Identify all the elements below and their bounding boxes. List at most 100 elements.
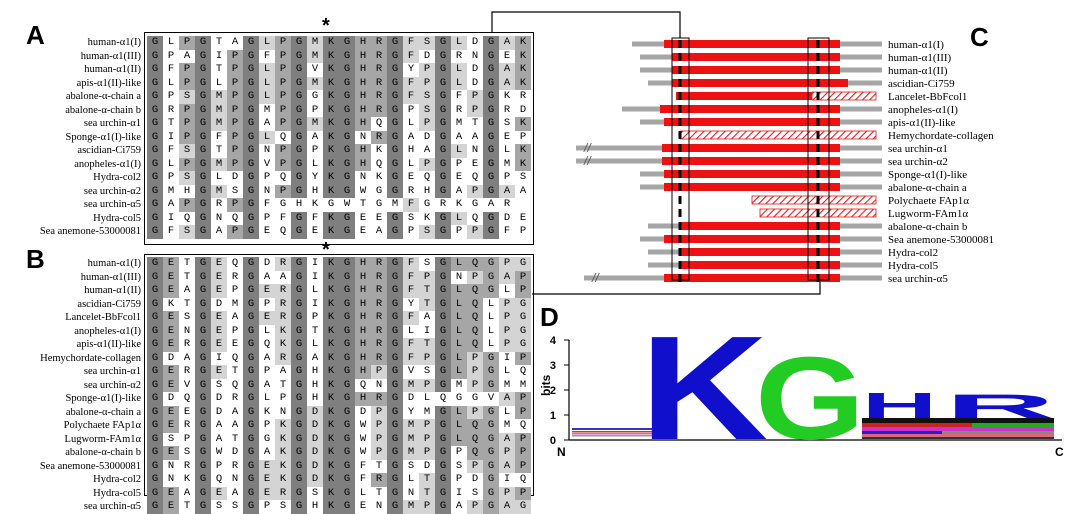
residue-cell: G [387, 63, 403, 77]
residue-cell: T [179, 257, 195, 271]
motif-marker [678, 66, 682, 74]
residue-cell: H [355, 351, 371, 365]
residue-cell: G [339, 257, 355, 271]
residue-cell: G [291, 432, 307, 446]
residue-cell: D [211, 405, 227, 419]
residue-cell: P [515, 270, 531, 284]
residue-cell: K [323, 392, 339, 406]
residue-cell: G [291, 365, 307, 379]
sequence-label: Polychaete FAp1α [63, 420, 141, 431]
residue-cell: S [419, 365, 435, 379]
residue-cell: H [355, 144, 371, 158]
residue-cell: L [259, 392, 275, 406]
sequence-labels-a: human-α1(I) human-α1(III) human-α1(II) apis… [0, 36, 141, 239]
residue-cell: E [211, 311, 227, 325]
residue-cell: P [227, 225, 243, 239]
residue-cell: P [467, 103, 483, 117]
residue-cell: N [371, 378, 387, 392]
residue-cell: M [211, 184, 227, 198]
residue-cell: A [259, 446, 275, 460]
sequence-label: abalone-α-chain a [65, 91, 141, 102]
residue-cell: G [387, 157, 403, 171]
residue-cell: G [339, 144, 355, 158]
residue-cell: D [227, 446, 243, 460]
residue-cell: K [323, 184, 339, 198]
residue-cell: F [403, 284, 419, 298]
residue-cell: G [515, 297, 531, 311]
residue-cell: G [195, 171, 211, 185]
residue-cell: P [419, 270, 435, 284]
residue-cell: M [451, 378, 467, 392]
residue-cell: D [499, 211, 515, 225]
residue-cell: A [275, 270, 291, 284]
residue-cell: G [515, 500, 531, 514]
residue-cell: G [147, 351, 163, 365]
residue-cell: G [243, 130, 259, 144]
residue-cell: L [451, 338, 467, 352]
residue-cell: G [195, 419, 211, 433]
residue-cell: G [483, 36, 499, 50]
residue-cell: P [403, 103, 419, 117]
residue-cell: M [227, 297, 243, 311]
residue-cell: W [355, 446, 371, 460]
residue-cell: A [451, 500, 467, 514]
residue-cell: K [323, 338, 339, 352]
residue-cell: E [211, 365, 227, 379]
domain-row [622, 105, 882, 113]
residue-cell: K [323, 103, 339, 117]
partial-domain-bar [811, 91, 877, 101]
domain-row [676, 91, 877, 101]
residue-cell: M [403, 432, 419, 446]
residue-cell: R [403, 184, 419, 198]
residue-cell: H [291, 198, 307, 212]
residue-cell: G [195, 76, 211, 90]
residue-cell: A [499, 270, 515, 284]
residue-cell: M [387, 198, 403, 212]
residue-cell: K [515, 157, 531, 171]
residue-cell: A [515, 184, 531, 198]
residue-cell: A [307, 130, 323, 144]
residue-cell: G [291, 157, 307, 171]
residue-cell: P [275, 157, 291, 171]
residue-cell: H [355, 324, 371, 338]
residue-cell: K [275, 338, 291, 352]
residue-cell: F [355, 473, 371, 487]
residue-cell: G [195, 130, 211, 144]
connector-lines [491, 11, 821, 295]
residue-cell: G [291, 36, 307, 50]
domain-row [640, 53, 882, 61]
residue-cell: L [259, 324, 275, 338]
residue-cell: R [451, 103, 467, 117]
residue-cell: K [323, 171, 339, 185]
residue-cell: D [419, 49, 435, 63]
residue-cell: G [387, 459, 403, 473]
residue-cell: N [211, 211, 227, 225]
residue-cell: Q [467, 432, 483, 446]
residue-cell: D [211, 392, 227, 406]
sequence-label: sea urchin-α5 [83, 199, 141, 210]
residue-cell: K [323, 446, 339, 460]
residue-cell: T [211, 63, 227, 77]
residue-cell: N [467, 144, 483, 158]
residue-cell: Q [419, 171, 435, 185]
residue-cell: G [387, 419, 403, 433]
residue-cell: K [419, 211, 435, 225]
residue-cell: R [451, 49, 467, 63]
triple-helix-domain-bar [672, 66, 840, 74]
residue-cell: G [195, 365, 211, 379]
residue-cell: G [339, 90, 355, 104]
residue-cell: H [355, 365, 371, 379]
residue-cell: L [451, 257, 467, 271]
residue-cell: P [499, 338, 515, 352]
residue-cell: G [291, 76, 307, 90]
residue-cell: P [467, 459, 483, 473]
residue-cell: F [163, 63, 179, 77]
residue-cell: P [179, 36, 195, 50]
sequence-label: sea urchin-α5 [83, 501, 141, 512]
residue-cell: P [227, 90, 243, 104]
residue-cell: P [467, 378, 483, 392]
residue-cell: H [355, 257, 371, 271]
